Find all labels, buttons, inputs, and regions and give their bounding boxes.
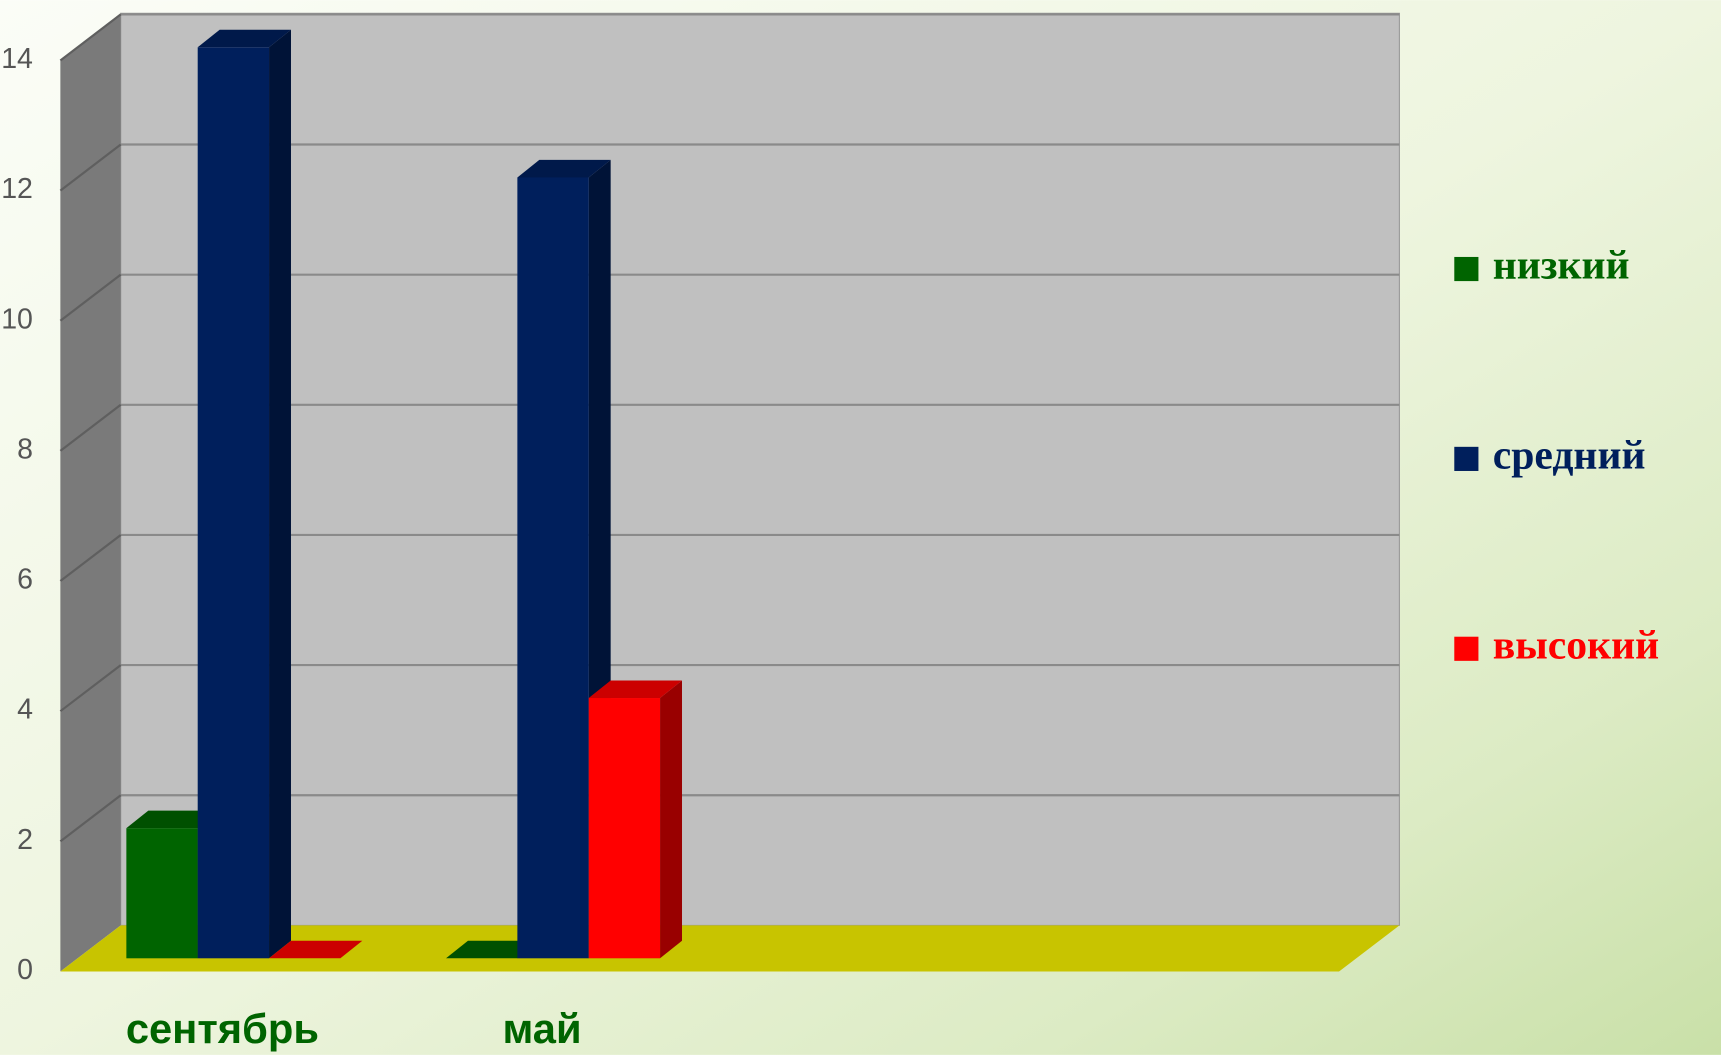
x-tick-label: май [503, 1005, 582, 1052]
y-tick-label: 0 [17, 954, 33, 986]
y-tick-label: 12 [1, 173, 33, 205]
bar-side [269, 30, 291, 959]
side-wall [60, 13, 120, 971]
y-tick-label: 14 [1, 43, 33, 75]
legend-label: средний [1493, 432, 1646, 478]
legend-swatch [1454, 637, 1478, 661]
y-tick-label: 8 [17, 433, 33, 465]
bar-side [660, 680, 682, 958]
y-tick-label: 6 [17, 564, 33, 596]
legend-swatch [1454, 447, 1478, 471]
bar [198, 47, 269, 958]
bar [126, 828, 197, 958]
y-tick-label: 10 [1, 303, 33, 335]
y-tick-label: 2 [17, 824, 33, 856]
back-wall [121, 13, 1400, 925]
bar [589, 698, 660, 958]
chart: 0 2 4 6 8 10 12 14 сентябрь май низкий средний высок… [0, 0, 1721, 1055]
legend-swatch [1454, 257, 1478, 281]
legend-label: высокий [1493, 622, 1659, 668]
y-tick-label: 4 [17, 694, 33, 726]
bar [517, 177, 588, 958]
x-tick-label: сентябрь [126, 1005, 319, 1052]
legend-label: низкий [1493, 243, 1630, 289]
